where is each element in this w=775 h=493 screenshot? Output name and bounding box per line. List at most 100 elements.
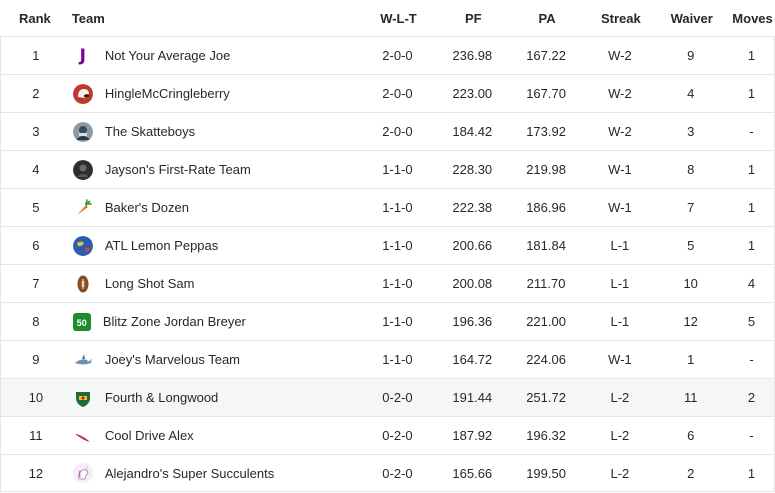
table-row[interactable]: 7 Long Shot Sam 1-1-0 200.08 211.70 L-1 … [0,264,775,302]
moves-cell: - [749,428,754,443]
team-link[interactable]: Cool Drive Alex [104,428,194,443]
team-link[interactable]: Blitz Zone Jordan Breyer [102,314,246,329]
table-row[interactable]: 5 Baker's Dozen 1-1-0 222.38 186.96 W-1 … [0,188,775,226]
team-link[interactable]: Baker's Dozen [104,200,189,215]
pa-cell: 186.96 [526,200,566,215]
table-row[interactable]: 3 The Skatteboys 2-0-0 184.42 173.92 W-2… [0,112,775,150]
waiver-cell: 3 [687,124,695,139]
moves-cell: - [749,352,754,367]
team-link[interactable]: The Skatteboys [104,124,196,139]
waiver-cell: 5 [687,238,695,253]
wlt-cell: 2-0-0 [382,86,413,101]
team-cell: J Not Your Average Joe [71,46,355,66]
streak-cell: L-2 [610,465,630,481]
table-row[interactable]: 2 HingleMcCringleberry 2-0-0 223.00 167.… [0,74,775,112]
waiver-cell: 4 [687,86,695,101]
team-link[interactable]: ATL Lemon Peppas [104,238,219,253]
table-row[interactable]: 1 J Not Your Average Joe 2-0-0 236.98 16… [0,36,775,74]
moves-cell: 5 [747,314,756,329]
rank-cell: 9 [32,352,40,367]
pa-cell: 251.72 [526,390,566,405]
pa-cell: 167.22 [526,48,566,63]
pf-cell: 164.72 [452,352,493,367]
pa-cell: 219.98 [526,162,566,177]
pf-cell: 187.92 [452,428,493,443]
streak-cell: W-2 [608,124,632,139]
moves-cell: 1 [747,200,756,215]
pf-cell: 196.36 [452,314,493,329]
rank-cell: 5 [32,200,40,215]
waiver-cell: 7 [687,200,695,215]
streak-cell: W-2 [608,86,632,101]
col-moves-header[interactable]: Moves [732,10,773,26]
football-icon [73,274,93,294]
table-row[interactable]: 9 Joey's Marvelous Team 1-1-0 164.72 224… [0,340,775,378]
rank-cell: 1 [32,48,40,63]
col-pa-header[interactable]: PA [538,10,556,26]
streak-cell: W-1 [608,352,632,367]
streak-cell: L-2 [610,428,630,443]
rank-cell: 6 [32,238,40,253]
pf-cell: 200.66 [452,238,493,253]
table-row[interactable]: 6 ATL Lemon Peppas 1-1-0 200.66 181.84 L… [0,226,775,264]
table-row[interactable]: 12 Alejandro's Super Succulents 0-2-0 16… [0,454,775,492]
waiver-cell: 8 [687,162,695,177]
moves-cell: 1 [747,86,756,101]
moves-cell: - [749,124,754,139]
team-cell: Baker's Dozen [71,198,355,218]
pf-cell: 228.30 [452,162,493,177]
moves-cell: 2 [747,390,756,405]
team-link[interactable]: Fourth & Longwood [104,390,219,405]
team-cell: 50 Blitz Zone Jordan Breyer [71,312,355,331]
table-row[interactable]: 10 Fourth & Longwood 0-2-0 191.44 251.72… [0,378,775,416]
pf-cell: 191.44 [452,390,493,405]
waiver-cell: 12 [683,314,698,329]
wlt-cell: 0-2-0 [382,465,413,481]
table-row[interactable]: 8 50 Blitz Zone Jordan Breyer 1-1-0 196.… [0,302,775,340]
team-link[interactable]: Jayson's First-Rate Team [104,162,251,177]
shark-icon [73,350,93,370]
moves-cell: 1 [747,48,756,63]
skater-photo-icon [72,121,93,142]
dark-photo-icon [72,159,93,180]
pf-cell: 236.98 [452,48,493,63]
pf-cell: 165.66 [452,465,493,481]
streak-cell: L-1 [610,276,630,291]
team-link[interactable]: Joey's Marvelous Team [104,352,240,367]
waiver-cell: 10 [683,276,698,291]
pa-cell: 199.50 [526,465,566,481]
col-rank-header[interactable]: Rank [19,10,51,26]
col-wlt-header[interactable]: W-L-T [380,10,417,26]
rank-cell: 2 [32,86,40,101]
team-link[interactable]: HingleMcCringleberry [104,86,230,101]
rank-cell: 7 [32,276,40,291]
wlt-cell: 1-1-0 [382,276,413,291]
crest-icon [73,388,93,408]
table-row[interactable]: 11 Cool Drive Alex 0-2-0 187.92 196.32 L… [0,416,775,454]
streak-cell: W-1 [608,162,632,177]
team-cell: Alejandro's Super Succulents [71,463,355,483]
table-row[interactable]: 4 Jayson's First-Rate Team 1-1-0 228.30 … [0,150,775,188]
streak-cell: L-2 [610,390,630,405]
team-cell: Fourth & Longwood [71,388,355,408]
red-helmet-icon [72,83,93,104]
pa-cell: 181.84 [526,238,566,253]
table-header: Rank Team W-L-T PF PA Streak Waiver Move… [0,0,775,36]
col-pf-header[interactable]: PF [464,10,482,26]
wlt-cell: 1-1-0 [382,238,413,253]
rank-cell: 10 [28,390,44,405]
team-link[interactable]: Long Shot Sam [104,276,195,291]
team-cell: HingleMcCringleberry [71,83,355,104]
team-link[interactable]: Not Your Average Joe [104,48,231,63]
team-link[interactable]: Alejandro's Super Succulents [104,465,275,481]
wlt-cell: 1-1-0 [382,352,413,367]
pf-cell: 222.38 [452,200,493,215]
pa-cell: 211.70 [526,276,566,291]
moves-cell: 4 [747,276,756,291]
rank-cell: 11 [29,428,43,443]
moves-cell: 1 [747,238,756,253]
col-waiver-header[interactable]: Waiver [670,10,713,26]
col-team-header[interactable]: Team [71,10,105,26]
rank-cell: 3 [32,124,40,139]
col-streak-header[interactable]: Streak [601,10,641,26]
